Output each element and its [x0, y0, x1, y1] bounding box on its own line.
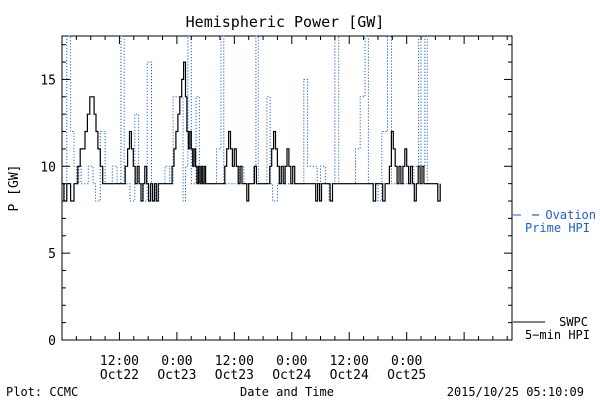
- x-tick-label-time: 0:00: [161, 354, 192, 369]
- x-tick-label-date: Oct23: [215, 368, 254, 383]
- legend: Ovation Prime HPI SWPC 5−min HPI: [513, 208, 596, 342]
- footer-plot-credit: Plot: CCMC: [6, 385, 78, 399]
- legend-label-swpc-line2: 5−min HPI: [525, 328, 590, 342]
- x-tick-label-date: Oct22: [100, 368, 139, 383]
- legend-label-swpc: SWPC: [559, 315, 588, 329]
- y-tick-label: 0: [48, 334, 56, 349]
- series-layer: [62, 35, 441, 202]
- y-tick-label: 15: [40, 73, 56, 88]
- x-tick-label-date: Oct23: [157, 368, 196, 383]
- x-tick-label-date: Oct25: [387, 368, 426, 383]
- x-tick-label-time: 12:00: [330, 354, 369, 369]
- x-axis-label: Date and Time: [240, 385, 334, 399]
- plot-frame: [61, 35, 513, 341]
- x-tick-label-time: 12:00: [215, 354, 254, 369]
- legend-label-ovation-line2: Prime HPI: [525, 221, 590, 235]
- legend-label-ovation: Ovation: [545, 208, 596, 222]
- series-swpc-5min-hpi: [62, 61, 441, 202]
- chart-title: Hemispheric Power [GW]: [186, 13, 385, 31]
- y-tick-label: 5: [48, 247, 56, 262]
- y-tick-label: 10: [40, 160, 56, 175]
- x-axis: 12:00Oct220:00Oct2312:00Oct230:00Oct2412…: [75, 36, 508, 383]
- footer-timestamp: 2015/10/25 05:10:09: [447, 385, 584, 399]
- y-axis: 0 5 10 15: [40, 44, 512, 349]
- x-tick-label-time: 12:00: [100, 354, 139, 369]
- series-ovation-prime-hpi: [62, 35, 441, 202]
- x-tick-label-time: 0:00: [276, 354, 307, 369]
- x-tick-label-time: 0:00: [391, 354, 422, 369]
- x-tick-label-date: Oct24: [330, 368, 369, 383]
- y-axis-label: P [GW]: [7, 165, 22, 212]
- x-tick-label-date: Oct24: [272, 368, 311, 383]
